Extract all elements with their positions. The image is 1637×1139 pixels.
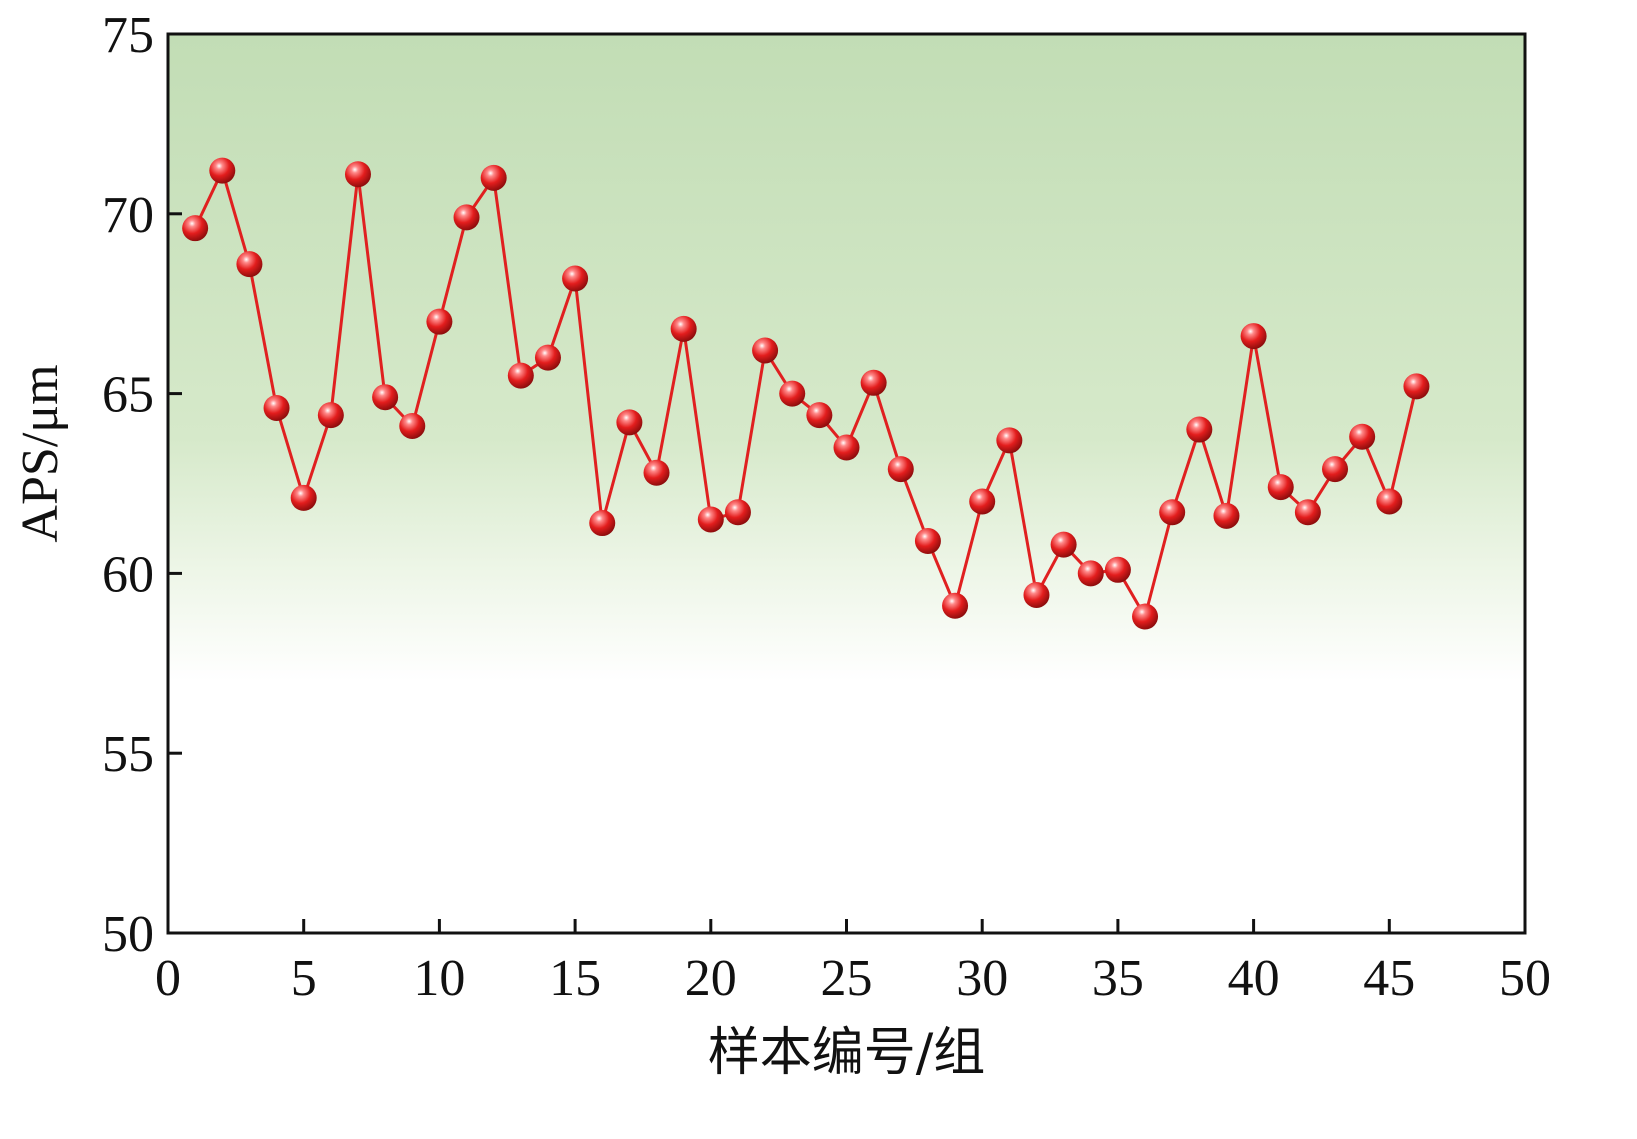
data-point	[426, 308, 453, 335]
data-point	[534, 344, 561, 371]
y-tick-label: 50	[102, 906, 154, 963]
x-tick-label: 50	[1499, 950, 1551, 1007]
y-tick-label: 70	[102, 187, 154, 244]
data-point	[182, 215, 209, 242]
data-point	[887, 456, 914, 483]
data-point	[616, 409, 643, 436]
data-point	[1186, 416, 1213, 443]
data-point	[643, 459, 670, 486]
data-point	[317, 402, 344, 429]
data-point	[752, 337, 779, 364]
data-point	[996, 427, 1023, 454]
y-tick-label: 75	[102, 7, 154, 64]
y-tick-label: 55	[102, 726, 154, 783]
data-point	[1267, 474, 1294, 501]
series-line	[193, 166, 1418, 621]
x-tick-label: 30	[956, 950, 1008, 1007]
data-point	[1213, 502, 1240, 529]
data-point	[1159, 499, 1186, 526]
x-tick-label: 35	[1092, 950, 1144, 1007]
data-point	[1403, 373, 1430, 400]
data-point	[236, 251, 263, 278]
ticks-layer: 0 5 10 15 20 25 30 35 40 45 50 50 55 60 65 70 75	[102, 7, 1551, 1007]
x-tick-label: 40	[1228, 950, 1280, 1007]
data-point	[914, 528, 941, 555]
data-point	[1104, 556, 1131, 583]
data-point	[806, 402, 833, 429]
data-point	[589, 510, 616, 537]
data-point	[942, 592, 969, 619]
data-point	[1349, 423, 1376, 450]
x-tick-label: 5	[291, 950, 317, 1007]
data-point	[1077, 560, 1104, 587]
plot-background	[168, 34, 1525, 933]
data-point	[290, 484, 317, 511]
data-point	[833, 434, 860, 461]
data-point	[562, 265, 589, 292]
data-point	[507, 362, 534, 389]
x-axis-title: 样本编号/组	[708, 1023, 986, 1083]
data-point	[263, 394, 290, 421]
data-point	[209, 157, 236, 184]
data-point	[1294, 499, 1321, 526]
data-point	[453, 204, 480, 231]
data-point	[1322, 456, 1349, 483]
data-point	[860, 369, 887, 396]
data-point	[1023, 581, 1050, 608]
data-point	[344, 161, 371, 188]
x-tick-label: 25	[821, 950, 873, 1007]
data-point	[1132, 603, 1159, 630]
x-tick-label: 10	[413, 950, 465, 1007]
x-tick-label: 0	[155, 950, 181, 1007]
data-point	[1240, 323, 1267, 350]
series-layer	[182, 157, 1430, 630]
x-tick-label: 45	[1363, 950, 1415, 1007]
data-point	[399, 412, 426, 439]
x-tick-label: 20	[685, 950, 737, 1007]
data-point	[697, 506, 724, 533]
data-point	[724, 499, 751, 526]
data-point	[969, 488, 996, 515]
x-tick-label: 15	[549, 950, 601, 1007]
y-axis-title: APS/μm	[12, 364, 69, 542]
data-point	[670, 315, 697, 342]
data-point	[372, 384, 399, 411]
data-point	[779, 380, 806, 407]
data-point	[480, 164, 507, 191]
y-tick-label: 60	[102, 546, 154, 603]
data-point	[1376, 488, 1403, 515]
data-point	[1050, 531, 1077, 558]
y-tick-label: 65	[102, 367, 154, 424]
